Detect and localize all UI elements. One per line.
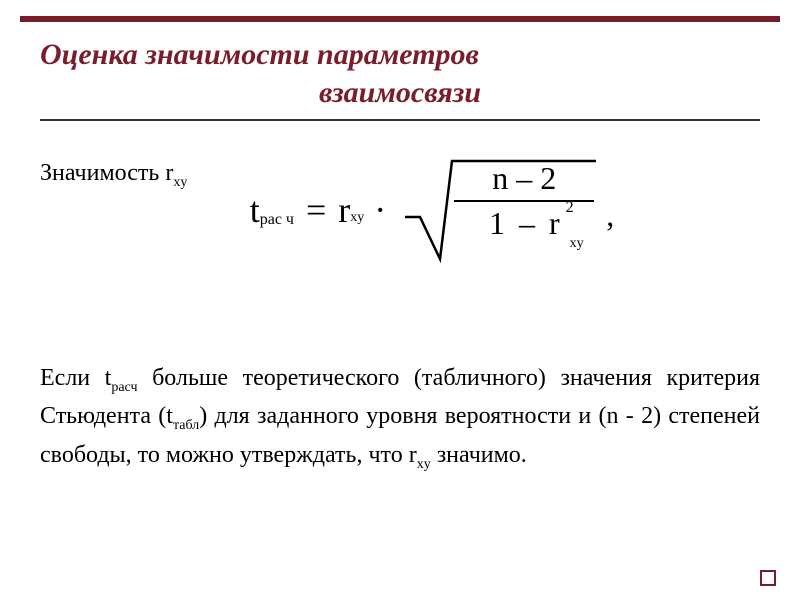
formula-inner: t рас ч = r xy · n – 2 1 – r 2 xy — [250, 155, 611, 265]
body-p1a-sub: расч — [111, 380, 137, 395]
den-r-sup: 2 — [566, 199, 574, 217]
body-p1c: ) для заданного — [199, 403, 366, 429]
formula-r: r — [338, 189, 350, 231]
sqrt-wrap: n – 2 1 – r 2 xy , — [400, 155, 610, 265]
denominator: 1 – r 2 xy — [483, 206, 566, 241]
top-rule — [20, 16, 780, 22]
body-p1a: Если t — [40, 365, 111, 391]
body-p2-sub: xy — [417, 457, 431, 472]
title-line2: взаимосвязи — [40, 74, 760, 112]
formula: t рас ч = r xy · n – 2 1 – r 2 xy — [0, 155, 800, 265]
body-p1b-sub: табл — [173, 418, 199, 433]
formula-eq: = — [306, 189, 326, 231]
top-rule-bar — [20, 16, 780, 22]
numerator: n – 2 — [486, 161, 562, 196]
formula-dot: · — [374, 189, 386, 231]
den-one: 1 — [489, 205, 505, 241]
den-r-sym: r — [549, 205, 560, 241]
formula-r-sub: xy — [350, 210, 364, 226]
formula-comma: , — [606, 197, 614, 234]
body-p2-end: значимо. — [431, 442, 527, 468]
formula-t-sub: рас ч — [260, 211, 294, 229]
den-minus: – — [519, 205, 535, 241]
formula-t: t — [250, 189, 260, 231]
fraction: n – 2 1 – r 2 xy — [454, 161, 594, 241]
title-block: Оценка значимости параметров взаимосвязи — [40, 36, 760, 121]
body-text: Если tрасч больше теоретического (таблич… — [40, 360, 760, 475]
den-r-sub: xy — [570, 236, 584, 251]
title-underline — [40, 119, 760, 121]
slide-title: Оценка значимости параметров взаимосвязи — [40, 36, 760, 111]
den-r: r 2 xy — [549, 205, 560, 241]
corner-square-icon — [760, 570, 776, 586]
title-line1: Оценка значимости параметров — [40, 38, 479, 71]
